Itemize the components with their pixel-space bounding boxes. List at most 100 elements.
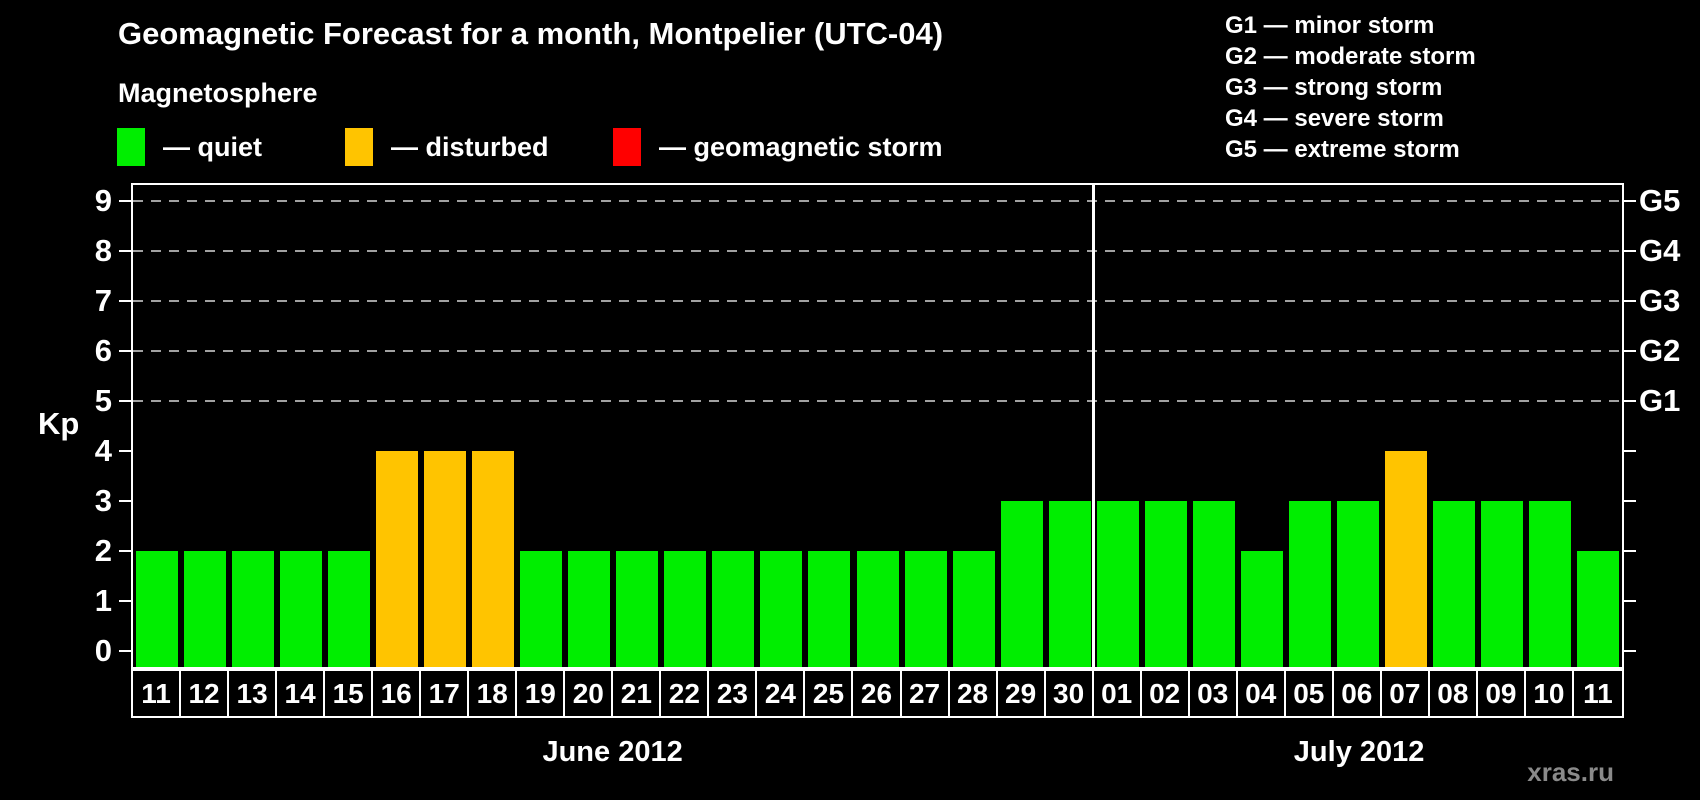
kp-bar-day-23 [712, 551, 755, 667]
y-tick-label: 4 [94, 433, 112, 468]
date-cell-02: 02 [1142, 671, 1190, 716]
date-cell-19: 19 [517, 671, 566, 716]
g-level-label-g4: G4 [1639, 233, 1681, 268]
legend-item-quiet: — quiet [117, 127, 262, 167]
kp-bar-day-26 [856, 551, 899, 667]
g-level-label-g5: G5 [1639, 183, 1681, 218]
date-cell-03: 03 [1190, 671, 1238, 716]
y-tick-label: 3 [94, 483, 112, 518]
g-scale-legend-line: G1 — minor storm [1225, 12, 1435, 39]
kp-bar-day-07 [1384, 451, 1427, 667]
month-label: July 2012 [1293, 736, 1425, 768]
gridline-kp-6 [133, 350, 1622, 352]
date-cell-25: 25 [805, 671, 854, 716]
kp-bar-day-01 [1096, 501, 1139, 667]
kp-bar-day-08 [1432, 501, 1475, 667]
date-cell-18: 18 [469, 671, 518, 716]
date-cell-24: 24 [757, 671, 806, 716]
date-cell-20: 20 [565, 671, 614, 716]
kp-bar-day-14 [280, 551, 323, 667]
legend-item-storm: — geomagnetic storm [613, 127, 943, 167]
date-cell-15: 15 [325, 671, 374, 716]
quiet-color-swatch [117, 128, 145, 166]
kp-bar-day-30 [1048, 501, 1091, 667]
plot-area [131, 183, 1624, 669]
kp-bar-day-18 [472, 451, 515, 667]
storm-color-swatch [613, 128, 641, 166]
y-axis-tick-left [119, 300, 131, 302]
g-scale-legend-line: G2 — moderate storm [1225, 43, 1476, 70]
kp-bar-day-05 [1288, 501, 1331, 667]
kp-bar-day-25 [808, 551, 851, 667]
kp-bar-day-28 [952, 551, 995, 667]
kp-bar-day-06 [1336, 501, 1379, 667]
g-scale-legend-line: G3 — strong storm [1225, 74, 1443, 101]
y-tick-label: 7 [94, 283, 112, 318]
y-axis-tick-left [119, 350, 131, 352]
y-axis-tick-left [119, 250, 131, 252]
y-axis-tick-left [119, 500, 131, 502]
kp-bar-day-02 [1144, 501, 1187, 667]
y-axis-tick-right [1624, 400, 1636, 402]
gridline-kp-5 [133, 400, 1622, 402]
date-cell-26: 26 [853, 671, 902, 716]
date-cell-09: 09 [1478, 671, 1526, 716]
date-cell-01: 01 [1094, 671, 1142, 716]
disturbed-color-swatch [345, 128, 373, 166]
y-tick-label: 0 [94, 633, 112, 668]
date-cell-07: 07 [1382, 671, 1430, 716]
month-label: June 2012 [542, 736, 683, 768]
kp-bar-day-11 [1576, 551, 1619, 667]
date-cell-04: 04 [1238, 671, 1286, 716]
y-tick-label: 8 [94, 233, 112, 268]
y-tick-label: 6 [94, 333, 112, 368]
month-separator [1092, 185, 1096, 667]
date-cell-11: 11 [133, 671, 182, 716]
legend-label-disturbed: — disturbed [391, 131, 549, 162]
page-title: Geomagnetic Forecast for a month, Montpe… [118, 16, 944, 51]
magnetosphere-subtitle: Magnetosphere [118, 78, 318, 108]
y-axis-tick-left [119, 450, 131, 452]
y-axis-tick-right [1624, 350, 1636, 352]
g-level-label-g1: G1 [1639, 383, 1681, 418]
y-tick-label: 1 [94, 583, 112, 618]
gridline-kp-8 [133, 250, 1622, 252]
date-cell-13: 13 [229, 671, 278, 716]
date-cell-05: 05 [1286, 671, 1334, 716]
date-cell-08: 08 [1430, 671, 1478, 716]
legend-label-quiet: — quiet [163, 131, 262, 162]
date-cell-28: 28 [950, 671, 998, 716]
date-cell-11: 11 [1583, 678, 1613, 709]
kp-bar-day-11 [136, 551, 179, 667]
date-cell-14: 14 [277, 671, 326, 716]
y-axis-tick-right [1624, 450, 1636, 452]
date-cell-23: 23 [709, 671, 758, 716]
y-axis-title: Kp [38, 406, 80, 441]
kp-bar-day-29 [1000, 501, 1043, 667]
date-cell-06: 06 [1334, 671, 1382, 716]
kp-bar-day-20 [568, 551, 611, 667]
y-axis-tick-left [119, 550, 131, 552]
kp-bar-day-13 [232, 551, 275, 667]
y-tick-label: 2 [94, 533, 112, 568]
kp-bar-day-22 [664, 551, 707, 667]
y-tick-label: 5 [94, 383, 112, 418]
g-scale-legend-line: G4 — severe storm [1225, 105, 1444, 132]
kp-bar-day-16 [376, 451, 419, 667]
gridline-kp-7 [133, 300, 1622, 302]
y-tick-label: 9 [94, 183, 112, 218]
y-axis-tick-right [1624, 500, 1636, 502]
date-cell-10: 10 [1526, 671, 1574, 716]
g-scale-legend: G1 — minor storm G2 — moderate storm G3 … [1225, 10, 1476, 165]
date-cell-27: 27 [902, 671, 950, 716]
date-cell-30: 30 [1046, 671, 1094, 716]
date-cell-21: 21 [613, 671, 662, 716]
y-axis-tick-right [1624, 650, 1636, 652]
kp-bar-day-24 [760, 551, 803, 667]
watermark: xras.ru [1527, 757, 1614, 787]
date-cell-29: 29 [998, 671, 1046, 716]
kp-bar-day-15 [328, 551, 371, 667]
y-axis-tick-right [1624, 300, 1636, 302]
kp-bar-day-09 [1480, 501, 1523, 667]
g-level-label-g3: G3 [1639, 283, 1681, 318]
